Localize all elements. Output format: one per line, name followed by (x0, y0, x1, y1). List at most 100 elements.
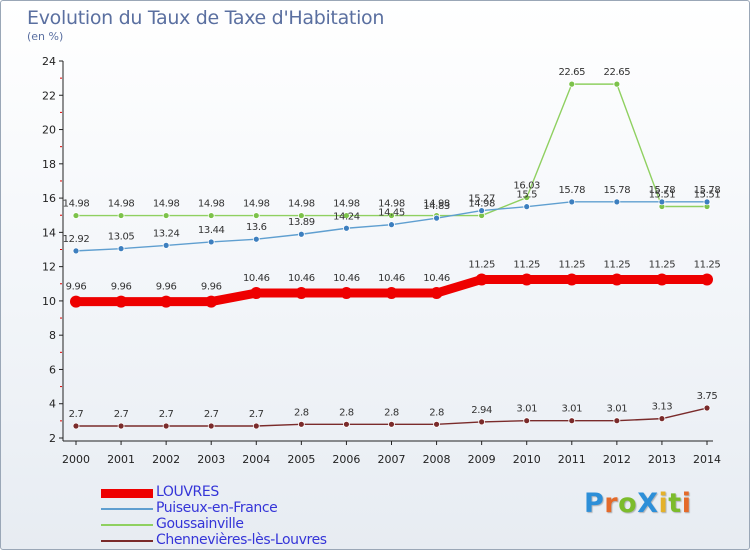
data-label: 14.98 (288, 199, 315, 210)
data-label: 11.25 (513, 259, 540, 270)
data-label: 15.78 (649, 185, 676, 196)
y-tick-label: 24 (42, 55, 56, 68)
data-label: 16.03 (513, 181, 540, 192)
x-tick-label: 2000 (62, 453, 90, 466)
x-tick-label: 2005 (287, 453, 315, 466)
data-label: 14.98 (108, 199, 135, 210)
data-point (297, 230, 305, 238)
data-point (658, 198, 666, 206)
data-point (72, 247, 80, 255)
data-label: 14.98 (378, 199, 405, 210)
data-label: 11.25 (694, 259, 721, 270)
data-label: 2.7 (69, 409, 84, 420)
data-point (568, 198, 576, 206)
legend-swatch (101, 524, 153, 526)
y-tick-label: 16 (42, 192, 56, 205)
chart-title: Evolution du Taux de Taxe d'Habitation (27, 7, 385, 29)
x-tick-label: 2014 (693, 453, 721, 466)
data-point (117, 212, 125, 219)
data-point (117, 422, 125, 430)
data-point (523, 194, 531, 201)
data-label: 10.46 (423, 273, 450, 284)
proxiti-logo: ProXiti (584, 488, 692, 519)
data-point (162, 212, 170, 219)
y-tick-label: 4 (49, 398, 56, 411)
data-point (430, 287, 443, 300)
data-point (475, 273, 488, 286)
data-label: 9.96 (111, 282, 132, 293)
data-label: 10.46 (288, 273, 315, 284)
data-label: 14.83 (423, 201, 450, 212)
data-label: 22.65 (558, 67, 585, 78)
x-tick-label: 2011 (558, 453, 586, 466)
data-label: 9.96 (66, 282, 87, 293)
legend-label: Puiseux-en-France (156, 500, 278, 516)
data-point (250, 287, 263, 300)
data-label: 13.05 (108, 232, 135, 243)
data-label: 15.78 (694, 185, 721, 196)
data-label: 13.24 (153, 228, 180, 239)
data-label: 14.98 (153, 199, 180, 210)
data-point (613, 198, 621, 206)
legend-label: Chennevières-lès-Louvres (156, 532, 327, 548)
data-label: 2.7 (114, 409, 129, 420)
data-point (295, 287, 308, 300)
data-point (613, 417, 621, 425)
data-label: 14.98 (63, 199, 90, 210)
data-label: 2.7 (159, 409, 174, 420)
data-label: 15.27 (468, 194, 495, 205)
data-point (72, 422, 80, 430)
x-tick-label: 2010 (513, 453, 541, 466)
data-label: 14.98 (423, 199, 450, 210)
data-point (388, 221, 395, 229)
data-point (252, 235, 260, 243)
data-point (297, 420, 305, 428)
data-label: 3.01 (516, 404, 537, 415)
data-point (343, 212, 350, 219)
data-point (568, 80, 576, 88)
x-tick-label: 2002 (152, 453, 180, 466)
data-label: 2.8 (294, 407, 309, 418)
data-label: 3.01 (607, 404, 628, 415)
data-point (252, 212, 260, 219)
data-point (343, 224, 350, 232)
data-label: 14.24 (333, 211, 360, 222)
y-tick-label: 22 (42, 89, 56, 102)
y-tick-label: 8 (49, 329, 56, 342)
data-point (207, 212, 215, 219)
data-point (70, 295, 82, 308)
y-tick-label: 2 (49, 432, 56, 445)
data-label: 14.98 (243, 199, 270, 210)
x-tick-label: 2009 (468, 453, 496, 466)
data-point (565, 273, 578, 286)
legend-swatch (101, 508, 153, 510)
data-label: 15.5 (516, 190, 537, 201)
data-point (568, 417, 576, 425)
data-point (388, 212, 395, 219)
data-label: 10.46 (243, 273, 270, 284)
x-tick-label: 2006 (332, 453, 360, 466)
data-point (610, 273, 623, 286)
x-tick-label: 2003 (197, 453, 225, 466)
data-label: 11.25 (604, 259, 631, 270)
data-point (520, 273, 533, 286)
data-point (433, 420, 440, 428)
data-label: 3.75 (697, 391, 718, 402)
data-label: 2.94 (471, 405, 492, 416)
series-louvres: 9.96 9.96 9.96 9.96 10.46 10.46 10.46 10.46 10.4… (66, 259, 721, 308)
y-tick-label: 14 (42, 226, 56, 239)
data-point (162, 241, 170, 249)
data-point (613, 80, 621, 88)
data-point (72, 212, 80, 219)
data-label: 2.8 (429, 407, 444, 418)
data-point (343, 420, 350, 428)
data-point (207, 422, 215, 430)
data-label: 15.78 (558, 185, 585, 196)
data-point (433, 214, 440, 222)
legend-swatch (101, 540, 153, 542)
data-label: 14.98 (198, 199, 225, 210)
data-label: 14.98 (468, 199, 495, 210)
x-tick-label: 2004 (242, 453, 270, 466)
data-point (115, 295, 128, 308)
